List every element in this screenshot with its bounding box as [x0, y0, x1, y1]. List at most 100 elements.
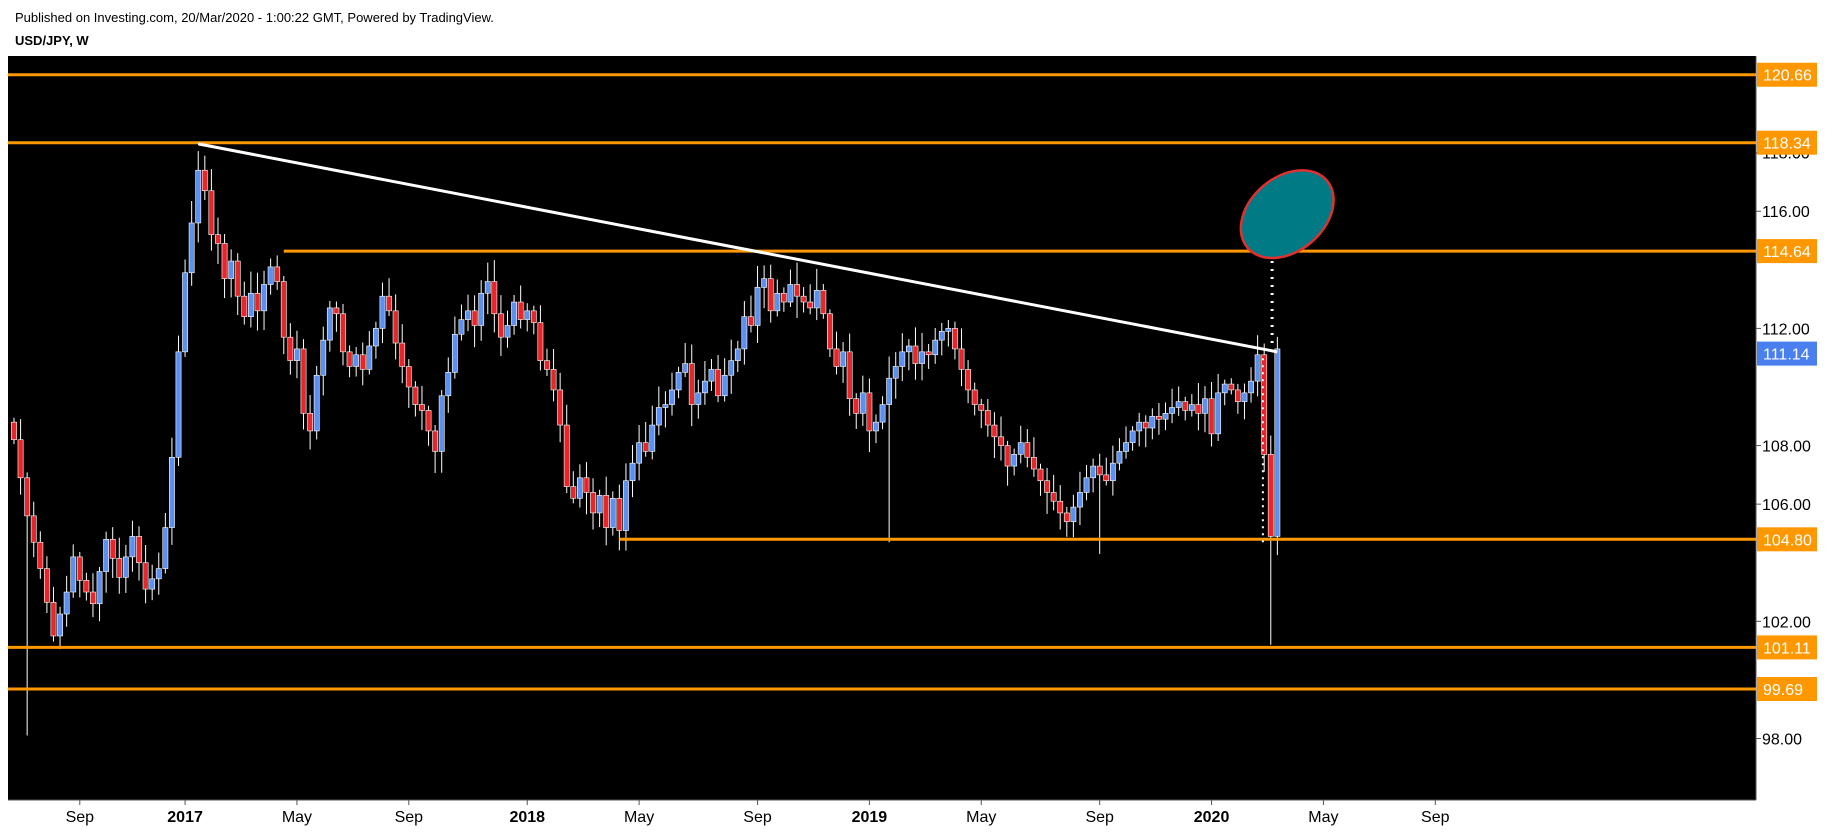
candle: [780, 287, 787, 312]
candle: [70, 544, 77, 598]
candle: [280, 275, 287, 355]
x-tick-label: 2019: [852, 809, 888, 826]
level-badge-label: 99.69: [1763, 682, 1803, 699]
candle: [774, 279, 781, 317]
x-axis-ticks: Sep 2017 May Sep 2018 May Sep 2019 May Sep 2020 May…: [66, 800, 1450, 826]
candle-body: [754, 287, 761, 326]
candle: [274, 255, 281, 290]
candle-body: [524, 310, 531, 320]
candle: [905, 339, 912, 371]
candle: [879, 396, 886, 430]
x-tick-label: Sep: [743, 809, 772, 826]
candle-body: [873, 421, 879, 432]
candle: [583, 462, 590, 515]
candle: [122, 544, 129, 593]
candle: [425, 405, 432, 446]
candle-body: [50, 601, 57, 637]
candle-body: [451, 333, 458, 373]
candle: [267, 258, 274, 295]
candle: [794, 262, 800, 319]
candle: [833, 331, 840, 375]
candle: [228, 249, 235, 298]
candle: [83, 572, 90, 601]
candle-body: [1083, 477, 1090, 493]
candle: [451, 316, 458, 379]
candle-body: [458, 319, 465, 335]
candle-body: [432, 430, 439, 452]
candle-body: [853, 398, 860, 414]
candle: [445, 357, 452, 413]
candle-body: [405, 366, 412, 388]
x-tick-label: Sep: [66, 809, 95, 826]
candle: [109, 527, 116, 578]
candle: [767, 264, 774, 323]
candle: [721, 358, 728, 402]
candle-body: [1254, 354, 1261, 382]
candle-body: [767, 278, 774, 312]
candle-body: [748, 316, 754, 326]
candle: [971, 382, 978, 416]
candle: [1182, 396, 1189, 421]
candle: [1241, 383, 1248, 420]
y-tick-label: 98.00: [1762, 731, 1802, 748]
x-axis-panel[interactable]: [0, 800, 1833, 833]
candle-body: [734, 348, 741, 361]
candle-body: [965, 369, 971, 391]
candle-body: [991, 424, 998, 438]
candle-body: [30, 515, 37, 543]
candle-body: [399, 342, 406, 367]
candle: [609, 491, 616, 536]
candle-body: [70, 556, 77, 593]
candle: [728, 339, 735, 394]
candle-body: [247, 292, 254, 317]
candle-body: [96, 571, 103, 605]
candle: [201, 155, 208, 201]
candle: [340, 304, 346, 366]
candle-body: [386, 295, 392, 312]
candle: [1215, 373, 1222, 442]
candle-body: [241, 295, 248, 317]
candle-body: [544, 360, 550, 370]
candle: [938, 322, 945, 356]
plot-area[interactable]: [8, 56, 1756, 800]
candle: [17, 419, 24, 495]
candle: [1011, 448, 1018, 476]
candle: [136, 526, 142, 581]
candle-body: [37, 541, 44, 569]
candle-body: [583, 477, 590, 493]
candle: [846, 333, 853, 416]
candle-body: [1267, 454, 1274, 537]
y-axis-panel[interactable]: [1756, 56, 1833, 800]
candle-body: [1063, 512, 1070, 523]
candle: [1195, 383, 1202, 431]
candle-body: [919, 351, 925, 364]
candle: [1188, 394, 1195, 417]
candle-body: [669, 389, 675, 405]
symbol-label: USD/JPY, W: [15, 33, 89, 48]
candle-body: [649, 424, 656, 452]
x-tick-label: May: [966, 809, 996, 826]
candle-body: [1103, 474, 1110, 482]
candle-body: [511, 301, 517, 326]
price-badges: 120.66 118.34 114.64 104.80 101.11 99.69 111.1…: [1757, 62, 1817, 701]
candle-body: [175, 351, 182, 458]
candle: [912, 327, 919, 380]
candle-body: [1149, 415, 1156, 429]
y-tick-label: 102.00: [1762, 614, 1811, 631]
x-tick-label: Sep: [1421, 809, 1450, 826]
candle-body: [866, 392, 873, 432]
candle-body: [675, 372, 682, 391]
candle: [1070, 494, 1077, 538]
candle-body: [379, 295, 386, 329]
candle: [1037, 463, 1044, 496]
level-badge: [1757, 676, 1817, 701]
candle: [1142, 415, 1149, 448]
candle: [96, 567, 103, 622]
candle-body: [886, 377, 893, 405]
candle-body: [537, 322, 544, 361]
candle: [662, 391, 669, 428]
candle-body: [688, 363, 695, 405]
last-price-label: 111.14: [1763, 347, 1810, 364]
candle: [1090, 458, 1097, 493]
